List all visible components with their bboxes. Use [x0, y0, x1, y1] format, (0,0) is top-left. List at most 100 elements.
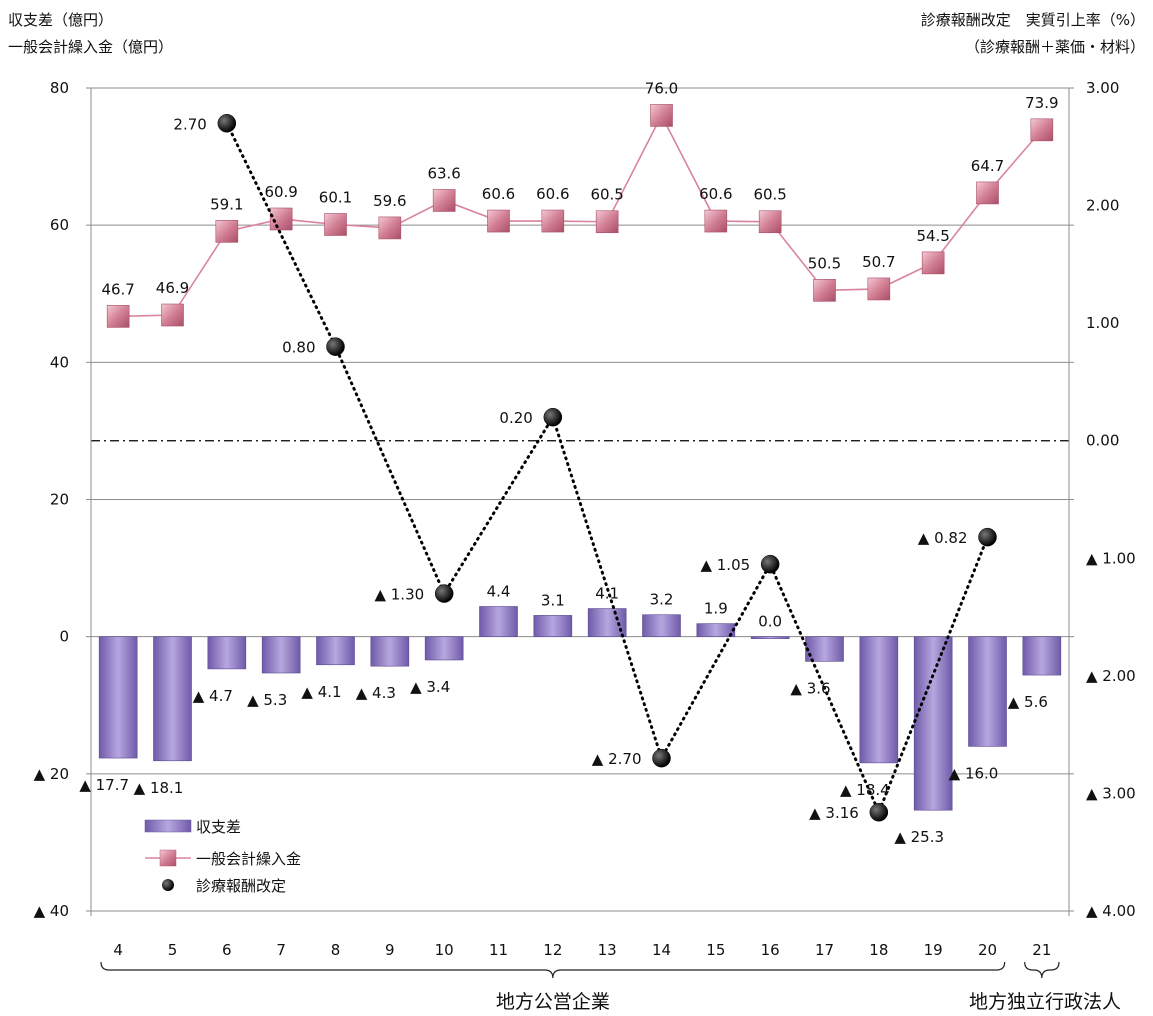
marker-kurikomi — [1030, 118, 1054, 142]
line-kurikomi — [118, 113, 1043, 318]
left-tick-label: ▲ 40 — [34, 902, 69, 920]
category-label: 15 — [706, 941, 725, 959]
right-tick-label: ▲ 1.00 — [1086, 549, 1136, 567]
bar-shusisa — [587, 608, 627, 637]
bar-data-label: 0.0 — [758, 613, 782, 631]
bar-data-label: 4.1 — [595, 585, 619, 603]
category-label: 21 — [1032, 941, 1051, 959]
bar-data-label: ▲ 25.3 — [894, 828, 944, 846]
marker-kurikomi — [867, 277, 891, 301]
bar-shusisa — [424, 636, 464, 661]
right-tick-label: 2.00 — [1086, 197, 1119, 215]
category-label: 6 — [222, 941, 232, 959]
bar-shusisa — [859, 636, 899, 764]
legend-bar-swatch — [144, 819, 192, 833]
left-tick-label: 0 — [59, 628, 69, 646]
line-data-label: 50.5 — [808, 254, 841, 272]
bar-shusisa — [316, 636, 355, 666]
bar-data-label: 1.9 — [704, 600, 728, 618]
bar-series — [98, 606, 1062, 811]
marker-kurikomi — [541, 209, 565, 233]
right-tick-label: ▲ 3.00 — [1086, 784, 1136, 802]
category-label: 8 — [331, 941, 341, 959]
marker-kurikomi — [432, 189, 456, 212]
line-series — [106, 104, 1054, 822]
legend-bar-label: 収支差 — [196, 818, 241, 836]
line-shinryo — [225, 121, 989, 817]
category-groups: 地方公営企業 地方独立行政法人 — [100, 961, 1121, 1013]
line-data-label: 60.5 — [590, 186, 623, 204]
left-axis-title-2: 一般会計繰入金（億円） — [8, 38, 173, 56]
line-data-label: 46.9 — [156, 279, 189, 297]
marker-shinryo — [760, 554, 780, 574]
line-data-label: 60.6 — [536, 185, 569, 203]
line-data-label: 54.5 — [916, 227, 949, 245]
right-tick-label: 1.00 — [1086, 314, 1119, 332]
left-tick-label: 20 — [50, 491, 69, 509]
line-data-label: 73.9 — [1025, 94, 1058, 112]
bar-shusisa — [479, 606, 518, 637]
bar-data-label: 3.1 — [541, 591, 565, 609]
left-tick-label: ▲ 20 — [34, 765, 69, 783]
legend: 収支差 一般会計繰入金 診療報酬改定 — [144, 818, 301, 895]
left-tick-label: 40 — [50, 353, 69, 371]
bar-shusisa — [750, 636, 790, 639]
bar-data-label: ▲ 18.4 — [840, 781, 890, 799]
marker-kurikomi — [813, 279, 836, 302]
right-tick-label: 3.00 — [1086, 79, 1119, 97]
axes: 80 60 40 20 0 ▲ 20 ▲ 40 3.00 2.00 1.00 0.00 ▲ 1.00 ▲… — [34, 79, 1136, 959]
group-brace — [100, 961, 1006, 979]
marker-kurikomi — [324, 213, 347, 236]
left-tick-label: 80 — [50, 79, 69, 97]
bar-data-label: ▲ 5.6 — [1008, 693, 1048, 711]
category-label: 5 — [168, 941, 178, 959]
bar-shusisa — [261, 636, 301, 674]
line-data-label: 76.0 — [645, 79, 678, 97]
bar-shusisa — [370, 636, 410, 667]
marker-kurikomi — [650, 104, 673, 127]
line-data-label: 46.7 — [101, 280, 134, 298]
bar-data-label: ▲ 3.6 — [790, 679, 830, 697]
right-tick-label: 0.00 — [1086, 432, 1119, 450]
bar-shusisa — [968, 636, 1007, 747]
category-label: 9 — [385, 941, 395, 959]
category-label: 4 — [113, 941, 123, 959]
bar-data-label: ▲ 3.4 — [410, 678, 450, 696]
marker-kurikomi — [704, 209, 728, 233]
marker-kurikomi — [378, 216, 402, 240]
category-label: 20 — [978, 941, 997, 959]
line-data-label: 59.6 — [373, 192, 406, 210]
bar-shusisa — [642, 614, 681, 637]
line-data-label: 63.6 — [427, 164, 460, 182]
dot-data-label: ▲ 1.05 — [700, 556, 750, 574]
dot-data-label: ▲ 2.70 — [592, 750, 642, 768]
bar-shusisa — [533, 615, 573, 637]
legend-dot-marker — [162, 879, 174, 891]
line-data-label: 60.1 — [319, 188, 352, 206]
dot-data-label: 0.80 — [282, 339, 315, 357]
marker-kurikomi — [595, 210, 619, 234]
bar-shusisa — [805, 636, 844, 662]
bar-shusisa — [207, 636, 247, 670]
line-data-label: 59.1 — [210, 195, 243, 213]
legend-line-label: 一般会計繰入金 — [196, 850, 301, 868]
marker-kurikomi — [269, 207, 293, 231]
bar-data-label: 4.4 — [487, 582, 511, 600]
legend-dot-label: 診療報酬改定 — [196, 877, 286, 895]
right-tick-label: ▲ 4.00 — [1086, 902, 1136, 920]
line-data-label: 60.6 — [482, 185, 515, 203]
category-label: 7 — [276, 941, 286, 959]
dot-data-label: ▲ 1.30 — [374, 586, 424, 604]
marker-kurikomi — [758, 210, 782, 234]
category-label: 16 — [761, 941, 780, 959]
category-label: 14 — [652, 941, 671, 959]
bar-data-label: ▲ 4.3 — [356, 684, 396, 702]
bar-data-label: ▲ 16.0 — [949, 764, 999, 782]
bar-shusisa — [98, 636, 138, 759]
marker-shinryo — [978, 527, 997, 547]
marker-kurikomi — [215, 220, 239, 243]
line-data-label: 64.7 — [971, 157, 1004, 175]
group-label: 地方公営企業 — [496, 991, 610, 1013]
right-tick-label: ▲ 2.00 — [1086, 667, 1136, 685]
bar-data-label: ▲ 5.3 — [247, 691, 287, 709]
